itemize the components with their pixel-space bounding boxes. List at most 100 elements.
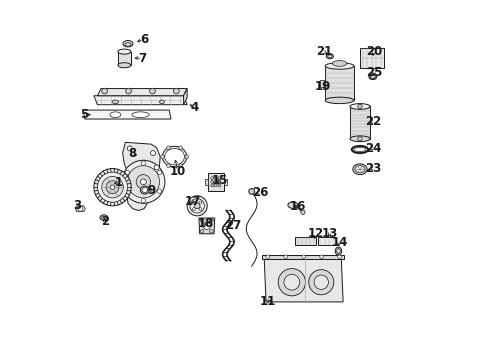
Circle shape (200, 219, 203, 222)
Circle shape (210, 184, 213, 187)
Circle shape (141, 161, 145, 165)
Circle shape (127, 166, 159, 198)
Ellipse shape (332, 60, 346, 66)
Circle shape (209, 219, 213, 222)
Circle shape (102, 88, 107, 94)
Ellipse shape (164, 148, 184, 165)
Circle shape (300, 210, 305, 215)
Text: 18: 18 (197, 217, 214, 230)
Text: 23: 23 (364, 162, 380, 175)
Circle shape (78, 206, 82, 211)
Text: 15: 15 (211, 174, 228, 186)
Ellipse shape (354, 166, 364, 173)
Circle shape (150, 150, 155, 156)
Circle shape (218, 177, 221, 180)
Circle shape (194, 203, 200, 209)
Ellipse shape (159, 100, 164, 104)
Polygon shape (359, 48, 383, 68)
Circle shape (214, 184, 217, 187)
Circle shape (140, 179, 146, 185)
Circle shape (313, 275, 328, 289)
Ellipse shape (325, 97, 353, 104)
Polygon shape (204, 179, 207, 185)
Polygon shape (295, 237, 316, 245)
Circle shape (179, 146, 182, 149)
Ellipse shape (102, 216, 106, 219)
Text: 11: 11 (259, 295, 275, 308)
Polygon shape (83, 110, 171, 119)
Ellipse shape (132, 112, 149, 118)
Text: 21: 21 (315, 45, 331, 58)
Ellipse shape (325, 54, 333, 59)
Polygon shape (118, 51, 131, 65)
Circle shape (357, 136, 362, 141)
Circle shape (199, 201, 202, 204)
Ellipse shape (142, 188, 147, 193)
Circle shape (278, 269, 305, 296)
Text: 16: 16 (289, 201, 305, 213)
Ellipse shape (122, 41, 133, 47)
Ellipse shape (118, 63, 131, 68)
Circle shape (192, 208, 195, 211)
Ellipse shape (370, 75, 374, 78)
Text: 22: 22 (364, 116, 380, 129)
Circle shape (179, 164, 182, 167)
Circle shape (149, 88, 155, 94)
Circle shape (218, 180, 221, 183)
Text: 3: 3 (74, 199, 81, 212)
Circle shape (209, 229, 213, 233)
Circle shape (248, 189, 254, 194)
Circle shape (357, 104, 362, 109)
Circle shape (210, 180, 213, 183)
Text: 19: 19 (314, 80, 330, 93)
Polygon shape (264, 259, 343, 302)
Text: 26: 26 (252, 186, 268, 199)
Polygon shape (75, 206, 85, 212)
Circle shape (106, 181, 119, 194)
Circle shape (110, 185, 115, 189)
Ellipse shape (162, 146, 186, 167)
Ellipse shape (325, 63, 353, 69)
Circle shape (210, 177, 213, 180)
Text: 24: 24 (364, 142, 380, 155)
Circle shape (127, 146, 132, 151)
Polygon shape (317, 237, 335, 245)
Polygon shape (319, 80, 325, 87)
Text: 7: 7 (138, 51, 146, 64)
Text: 9: 9 (147, 184, 155, 197)
Circle shape (94, 168, 131, 206)
Text: 8: 8 (128, 147, 137, 159)
Circle shape (319, 255, 323, 258)
Circle shape (125, 88, 131, 94)
Ellipse shape (110, 112, 121, 118)
Text: 14: 14 (331, 236, 347, 249)
Polygon shape (94, 96, 187, 105)
Circle shape (214, 177, 217, 180)
Circle shape (125, 189, 129, 193)
Circle shape (157, 170, 162, 175)
Circle shape (166, 146, 170, 149)
Ellipse shape (336, 249, 340, 253)
Circle shape (184, 155, 188, 158)
Circle shape (154, 165, 159, 170)
Text: 4: 4 (190, 101, 198, 114)
Text: 25: 25 (366, 66, 382, 79)
Circle shape (199, 208, 202, 211)
Polygon shape (207, 173, 223, 191)
Circle shape (160, 155, 164, 158)
Circle shape (141, 198, 145, 203)
Circle shape (284, 255, 287, 258)
Circle shape (308, 270, 333, 295)
Polygon shape (122, 142, 160, 211)
Polygon shape (183, 89, 187, 105)
Circle shape (125, 170, 129, 175)
Circle shape (203, 222, 210, 229)
Ellipse shape (353, 147, 366, 152)
Circle shape (190, 199, 204, 213)
Ellipse shape (327, 55, 331, 58)
Circle shape (265, 255, 269, 258)
Text: 2: 2 (101, 215, 109, 228)
Circle shape (284, 274, 299, 290)
Polygon shape (261, 255, 344, 259)
Circle shape (157, 189, 162, 193)
